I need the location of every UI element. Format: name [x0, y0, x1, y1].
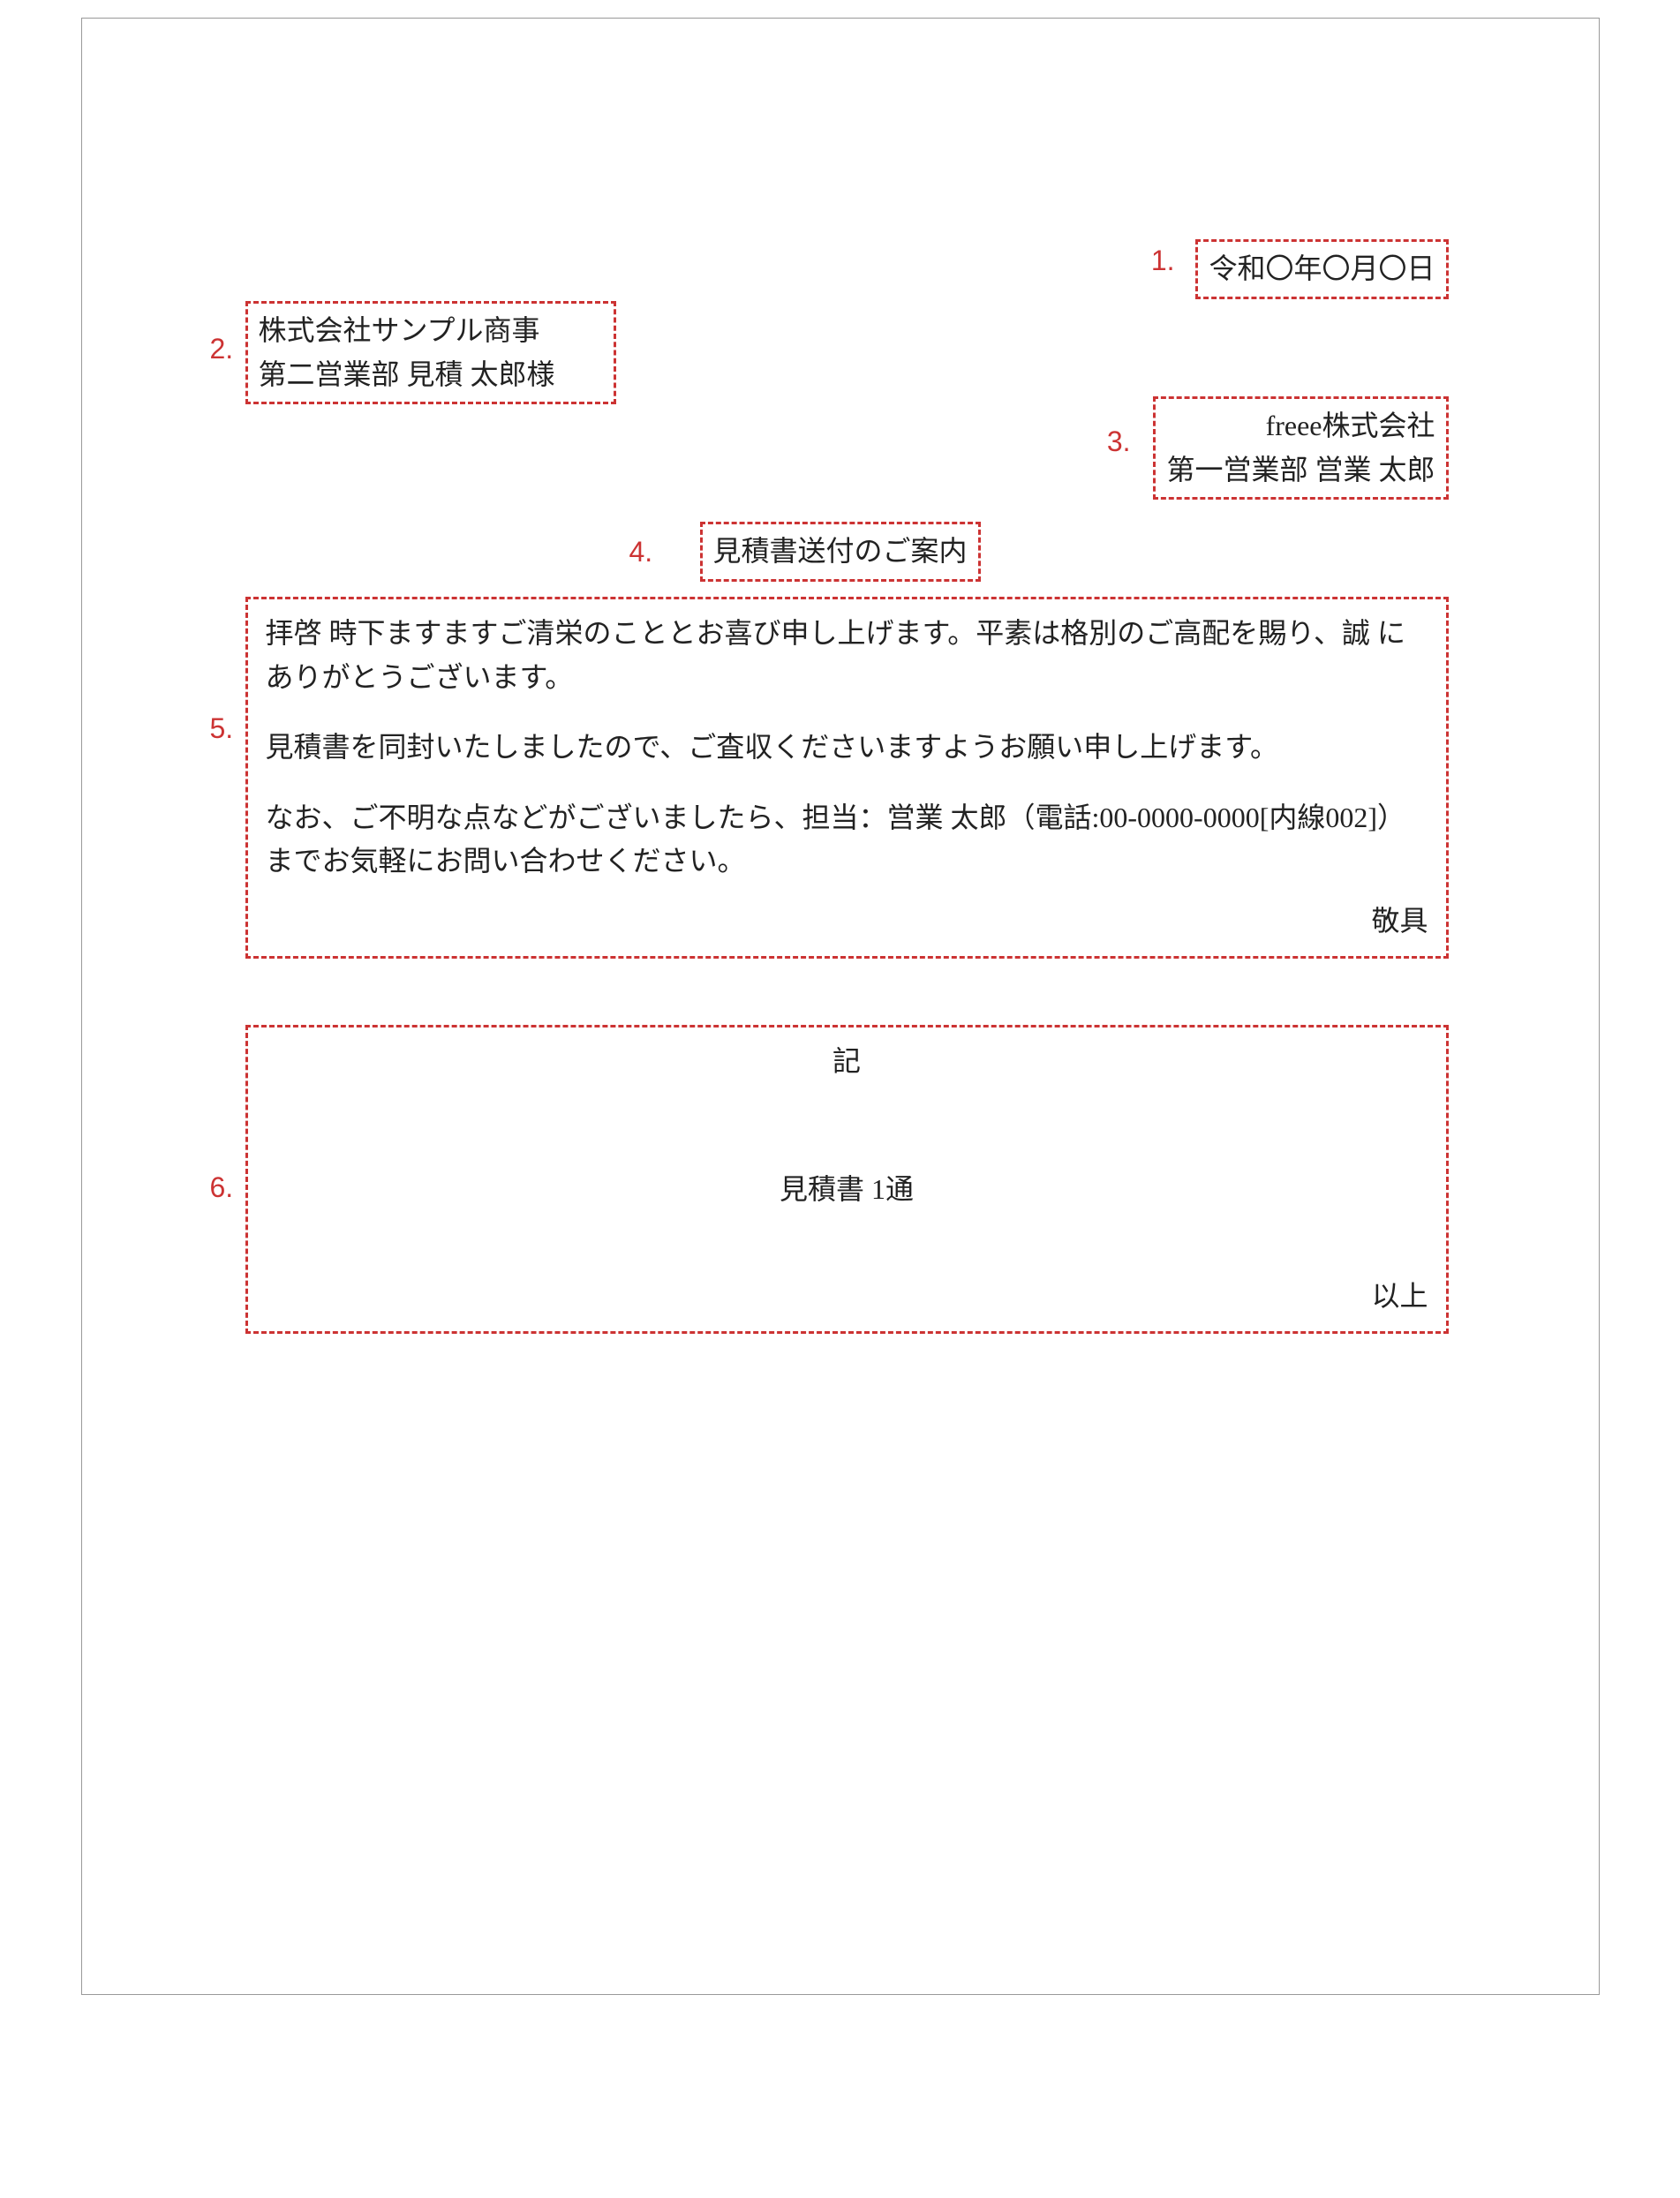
ki-heading: 記	[266, 1040, 1428, 1084]
date-text: 令和〇年〇月〇日	[1209, 247, 1435, 291]
annotation-number-5: 5.	[210, 707, 234, 751]
title-box: 見積書送付のご案内	[699, 522, 980, 582]
ki-closing: 以上	[1371, 1275, 1428, 1319]
ki-item-1: 見積書 1通	[266, 1168, 1428, 1212]
body-paragraphs: 拝啓 時下ますますご清栄のこととお喜び申し上げます。平素は格別のご高配を賜り、誠…	[266, 612, 1428, 884]
annotation-number-6: 6.	[210, 1166, 234, 1210]
annotation-number-3: 3.	[1107, 420, 1131, 464]
annotation-number-4: 4.	[629, 531, 653, 575]
document-page: 1. 令和〇年〇月〇日 2. 株式会社サンプル商事 第二営業部 見積 太郎様 3…	[81, 18, 1600, 1995]
body-paragraph-3: なお、ご不明な点などがございましたら、担当：営業 太郎（電話:00-0000-0…	[266, 796, 1428, 884]
sender-company: freee株式会社	[1166, 404, 1435, 448]
page-wrapper: 1. 令和〇年〇月〇日 2. 株式会社サンプル商事 第二営業部 見積 太郎様 3…	[0, 0, 1680, 2198]
recipient-person: 第二営業部 見積 太郎様	[259, 353, 603, 397]
recipient-box: 株式会社サンプル商事 第二営業部 見積 太郎様	[245, 301, 616, 404]
ki-box: 記 見積書 1通 以上	[245, 1025, 1449, 1334]
annotation-number-1: 1.	[1151, 239, 1175, 283]
date-box: 令和〇年〇月〇日	[1195, 239, 1448, 299]
body-paragraph-1: 拝啓 時下ますますご清栄のこととお喜び申し上げます。平素は格別のご高配を賜り、誠…	[266, 612, 1428, 699]
recipient-company: 株式会社サンプル商事	[259, 309, 603, 353]
document-title: 見積書送付のご案内	[712, 530, 967, 574]
body-box: 拝啓 時下ますますご清栄のこととお喜び申し上げます。平素は格別のご高配を賜り、誠…	[245, 597, 1449, 959]
body-paragraph-2: 見積書を同封いたしましたので、ご査収くださいますようお願い申し上げます。	[266, 726, 1428, 770]
sender-box: freee株式会社 第一営業部 営業 太郎	[1153, 396, 1448, 500]
annotation-number-2: 2.	[210, 327, 234, 372]
body-closing: 敬具	[1371, 900, 1428, 944]
sender-person: 第一営業部 営業 太郎	[1166, 448, 1435, 493]
